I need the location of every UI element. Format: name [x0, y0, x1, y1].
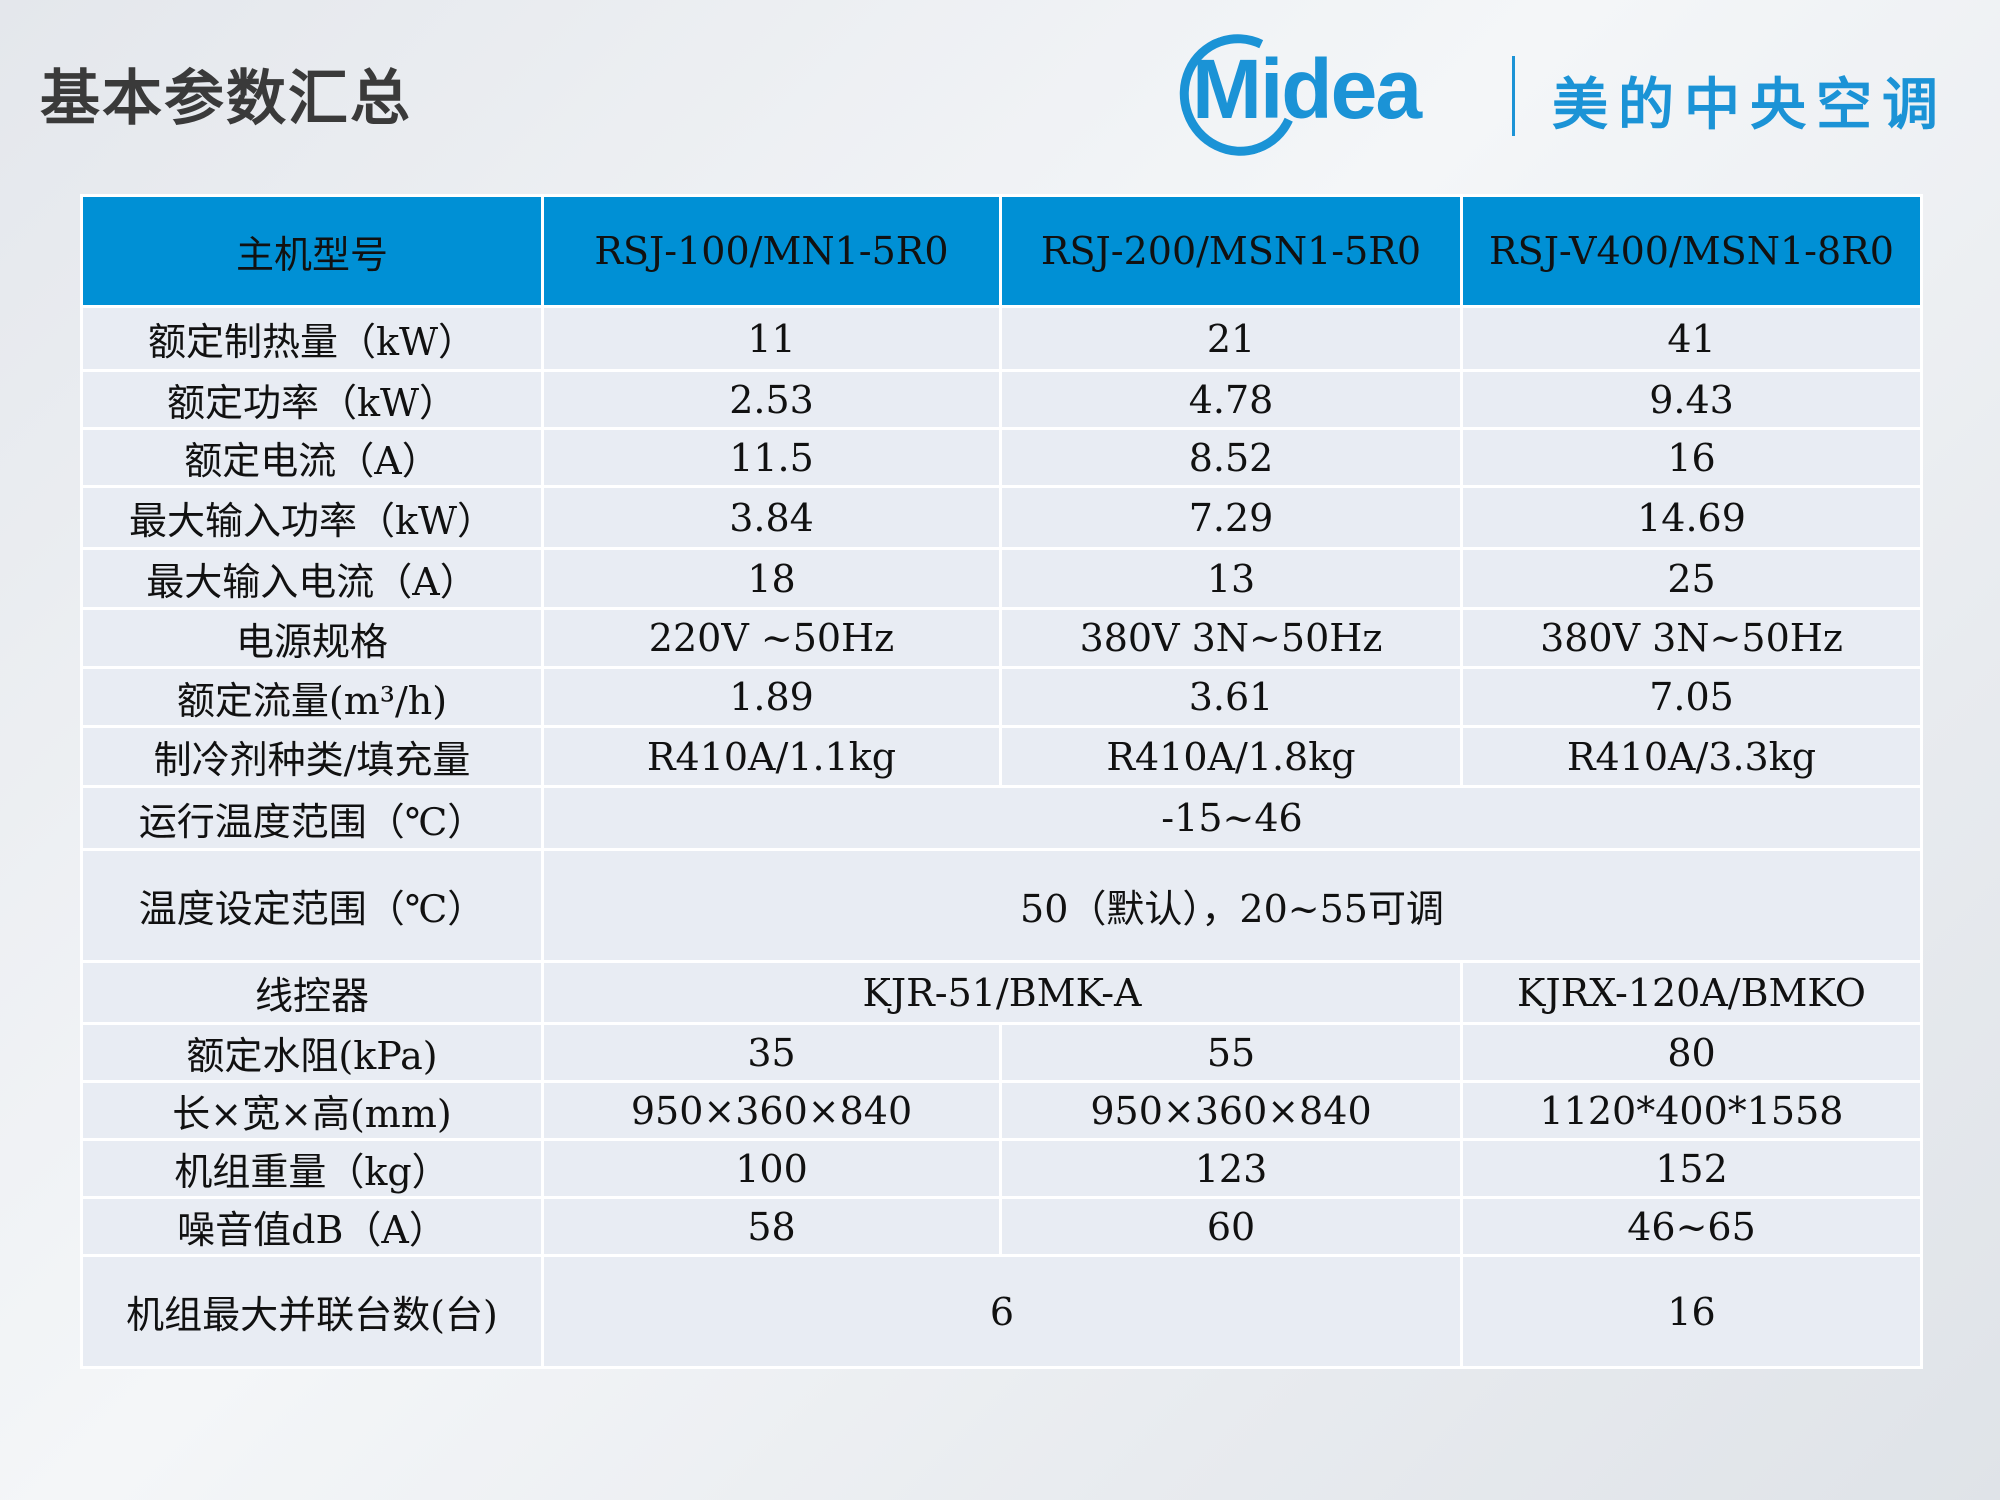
cell-value: 4.78	[999, 369, 1463, 430]
cell-value: 80	[1460, 1022, 1923, 1083]
row-label: 额定电流（A）	[80, 427, 544, 488]
page-title: 基本参数汇总	[40, 64, 412, 134]
table-row: 额定功率（kW） 2.53 4.78 9.43	[80, 369, 1923, 430]
table-row: 最大输入电流（A） 18 13 25	[80, 547, 1923, 610]
cell-value: 152	[1460, 1138, 1923, 1199]
table-row: 额定水阻(kPa) 35 55 80	[80, 1022, 1923, 1083]
logo-cn: 美的中央空调	[1552, 73, 1948, 138]
table-row: 机组重量（kg） 100 123 152	[80, 1138, 1923, 1199]
row-label: 噪音值dB（A）	[80, 1196, 544, 1257]
cell-value: 41	[1460, 305, 1923, 372]
cell-value: 60	[999, 1196, 1463, 1257]
cell-value: 46~65	[1460, 1196, 1923, 1257]
cell-value: 21	[999, 305, 1463, 372]
cell-value: 35	[541, 1022, 1002, 1083]
header-cell: RSJ-V400/MSN1-8R0	[1460, 194, 1923, 308]
cell-value: 25	[1460, 547, 1923, 610]
table-row: 最大输入功率（kW） 3.84 7.29 14.69	[80, 485, 1923, 550]
parameter-table: 主机型号 RSJ-100/MN1-5R0 RSJ-200/MSN1-5R0 RS…	[80, 194, 1923, 1369]
table-row: 额定制热量（kW） 11 21 41	[80, 305, 1923, 372]
cell-value: 50（默认），20~55可调	[541, 848, 1923, 963]
cell-value: 380V 3N~50Hz	[1460, 607, 1923, 669]
cell-value: R410A/3.3kg	[1460, 725, 1923, 788]
cell-value: 950×360×840	[541, 1080, 1002, 1141]
row-label: 电源规格	[80, 607, 544, 669]
header-cell: 主机型号	[80, 194, 544, 308]
table-row: 额定流量(m³/h) 1.89 3.61 7.05	[80, 666, 1923, 728]
logo-brand: Midea	[1192, 42, 1422, 136]
row-label: 温度设定范围（℃）	[80, 848, 544, 963]
cell-value: 100	[541, 1138, 1002, 1199]
cell-value: 380V 3N~50Hz	[999, 607, 1463, 669]
cell-value: 6	[541, 1254, 1463, 1369]
row-label: 机组重量（kg）	[80, 1138, 544, 1199]
cell-value: 9.43	[1460, 369, 1923, 430]
cell-value: 2.53	[541, 369, 1002, 430]
cell-value: 11	[541, 305, 1002, 372]
cell-value: 7.29	[999, 485, 1463, 550]
cell-value: 8.52	[999, 427, 1463, 488]
row-label: 最大输入电流（A）	[80, 547, 544, 610]
cell-value: KJRX-120A/BMKO	[1460, 960, 1923, 1025]
row-label: 线控器	[80, 960, 544, 1025]
row-label: 制冷剂种类/填充量	[80, 725, 544, 788]
table-row: 温度设定范围（℃） 50（默认），20~55可调	[80, 848, 1923, 963]
row-label: 最大输入功率（kW）	[80, 485, 544, 550]
table-row: 制冷剂种类/填充量 R410A/1.1kg R410A/1.8kg R410A/3.3…	[80, 725, 1923, 788]
cell-value: 1120*400*1558	[1460, 1080, 1923, 1141]
table-row: 噪音值dB（A） 58 60 46~65	[80, 1196, 1923, 1257]
row-label: 额定水阻(kPa)	[80, 1022, 544, 1083]
row-label: 额定制热量（kW）	[80, 305, 544, 372]
cell-value: 1.89	[541, 666, 1002, 728]
cell-value: 55	[999, 1022, 1463, 1083]
logo-divider	[1512, 56, 1515, 136]
row-label: 运行温度范围（℃）	[80, 785, 544, 851]
cell-value: 11.5	[541, 427, 1002, 488]
cell-value: 58	[541, 1196, 1002, 1257]
row-label: 额定流量(m³/h)	[80, 666, 544, 728]
table-row: 机组最大并联台数(台) 6 16	[80, 1254, 1923, 1369]
cell-value: 3.84	[541, 485, 1002, 550]
cell-value: 18	[541, 547, 1002, 610]
cell-value: 123	[999, 1138, 1463, 1199]
header-cell: RSJ-200/MSN1-5R0	[999, 194, 1463, 308]
row-label: 机组最大并联台数(台)	[80, 1254, 544, 1369]
cell-value: 950×360×840	[999, 1080, 1463, 1141]
table-header-row: 主机型号 RSJ-100/MN1-5R0 RSJ-200/MSN1-5R0 RS…	[80, 194, 1923, 308]
cell-value: R410A/1.1kg	[541, 725, 1002, 788]
cell-value: -15~46	[541, 785, 1923, 851]
cell-value: 16	[1460, 427, 1923, 488]
cell-value: 16	[1460, 1254, 1923, 1369]
table-row: 长×宽×高(mm) 950×360×840 950×360×840 1120*400*…	[80, 1080, 1923, 1141]
row-label: 长×宽×高(mm)	[80, 1080, 544, 1141]
cell-value: 220V ~50Hz	[541, 607, 1002, 669]
cell-value: 3.61	[999, 666, 1463, 728]
midea-logo: Midea 美的中央空调	[1162, 17, 1972, 173]
cell-value: R410A/1.8kg	[999, 725, 1463, 788]
row-label: 额定功率（kW）	[80, 369, 544, 430]
header-cell: RSJ-100/MN1-5R0	[541, 194, 1002, 308]
table-row: 运行温度范围（℃） -15~46	[80, 785, 1923, 851]
cell-value: KJR-51/BMK-A	[541, 960, 1463, 1025]
table-row: 额定电流（A） 11.5 8.52 16	[80, 427, 1923, 488]
table-row: 电源规格 220V ~50Hz 380V 3N~50Hz 380V 3N~50Hz	[80, 607, 1923, 669]
cell-value: 13	[999, 547, 1463, 610]
cell-value: 7.05	[1460, 666, 1923, 728]
table-row: 线控器 KJR-51/BMK-A KJRX-120A/BMKO	[80, 960, 1923, 1025]
cell-value: 14.69	[1460, 485, 1923, 550]
